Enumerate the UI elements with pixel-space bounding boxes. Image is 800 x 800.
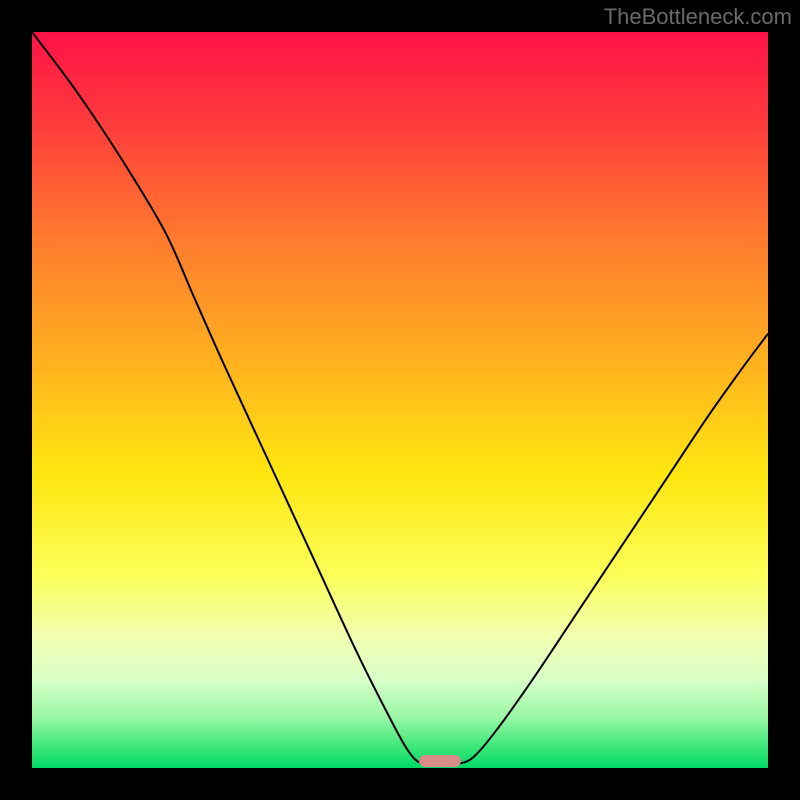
chart-container: TheBottleneck.com xyxy=(0,0,800,800)
plot-area xyxy=(32,32,768,768)
watermark-text: TheBottleneck.com xyxy=(604,4,792,30)
bottleneck-curve xyxy=(32,32,768,768)
optimum-marker xyxy=(419,755,461,767)
